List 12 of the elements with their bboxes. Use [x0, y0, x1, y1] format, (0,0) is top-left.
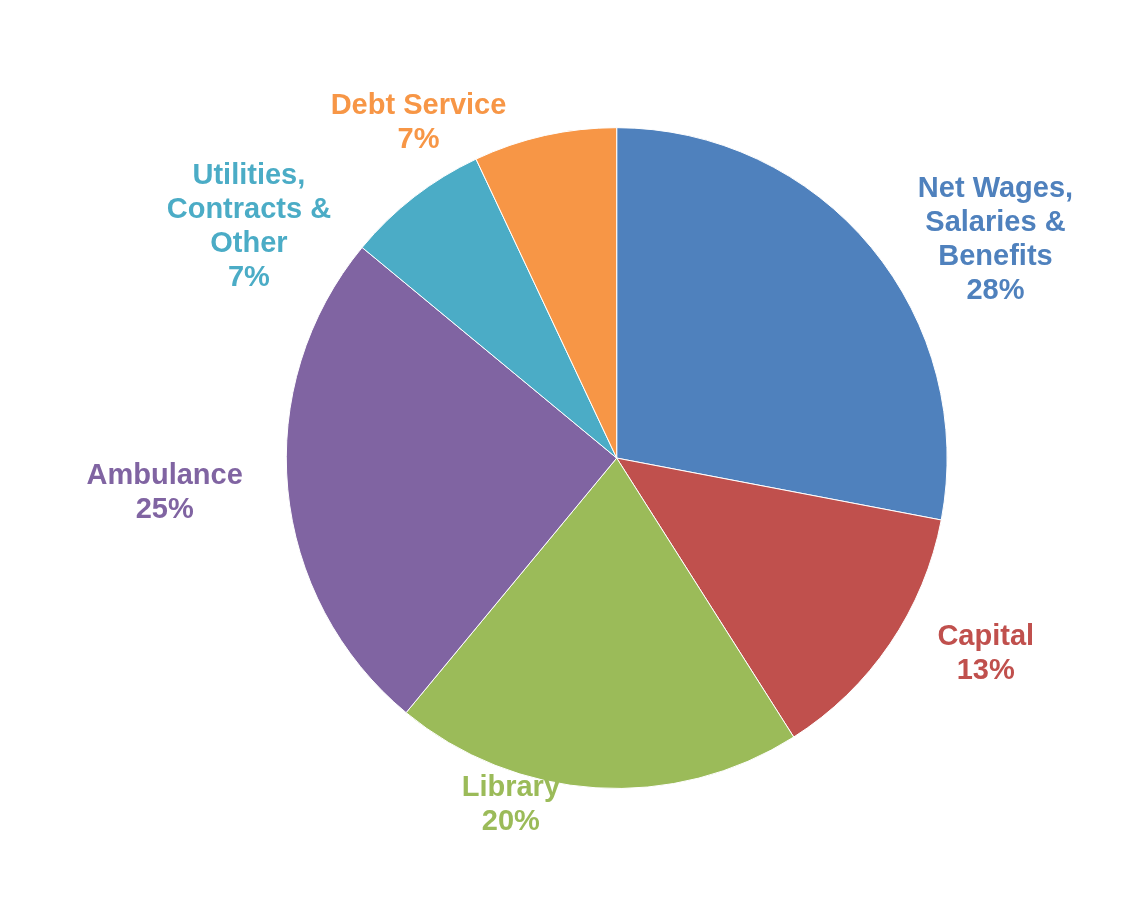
slice-label: Net Wages, Salaries & Benefits — [917, 170, 1074, 271]
data-label: 7% — [227, 259, 271, 292]
data-label: 13% — [956, 653, 1015, 686]
data-label: 7% — [397, 121, 440, 154]
slice-label: Ambulance — [86, 457, 243, 490]
slice-label: Capital — [937, 619, 1035, 652]
slice-label: Library — [461, 769, 561, 802]
data-label: 20% — [481, 803, 541, 836]
slice-label: Debt Service — [330, 87, 507, 120]
data-label: 25% — [135, 491, 194, 524]
data-label: 28% — [966, 272, 1025, 305]
slice-label: Utilities, Contracts & Other — [166, 157, 332, 258]
